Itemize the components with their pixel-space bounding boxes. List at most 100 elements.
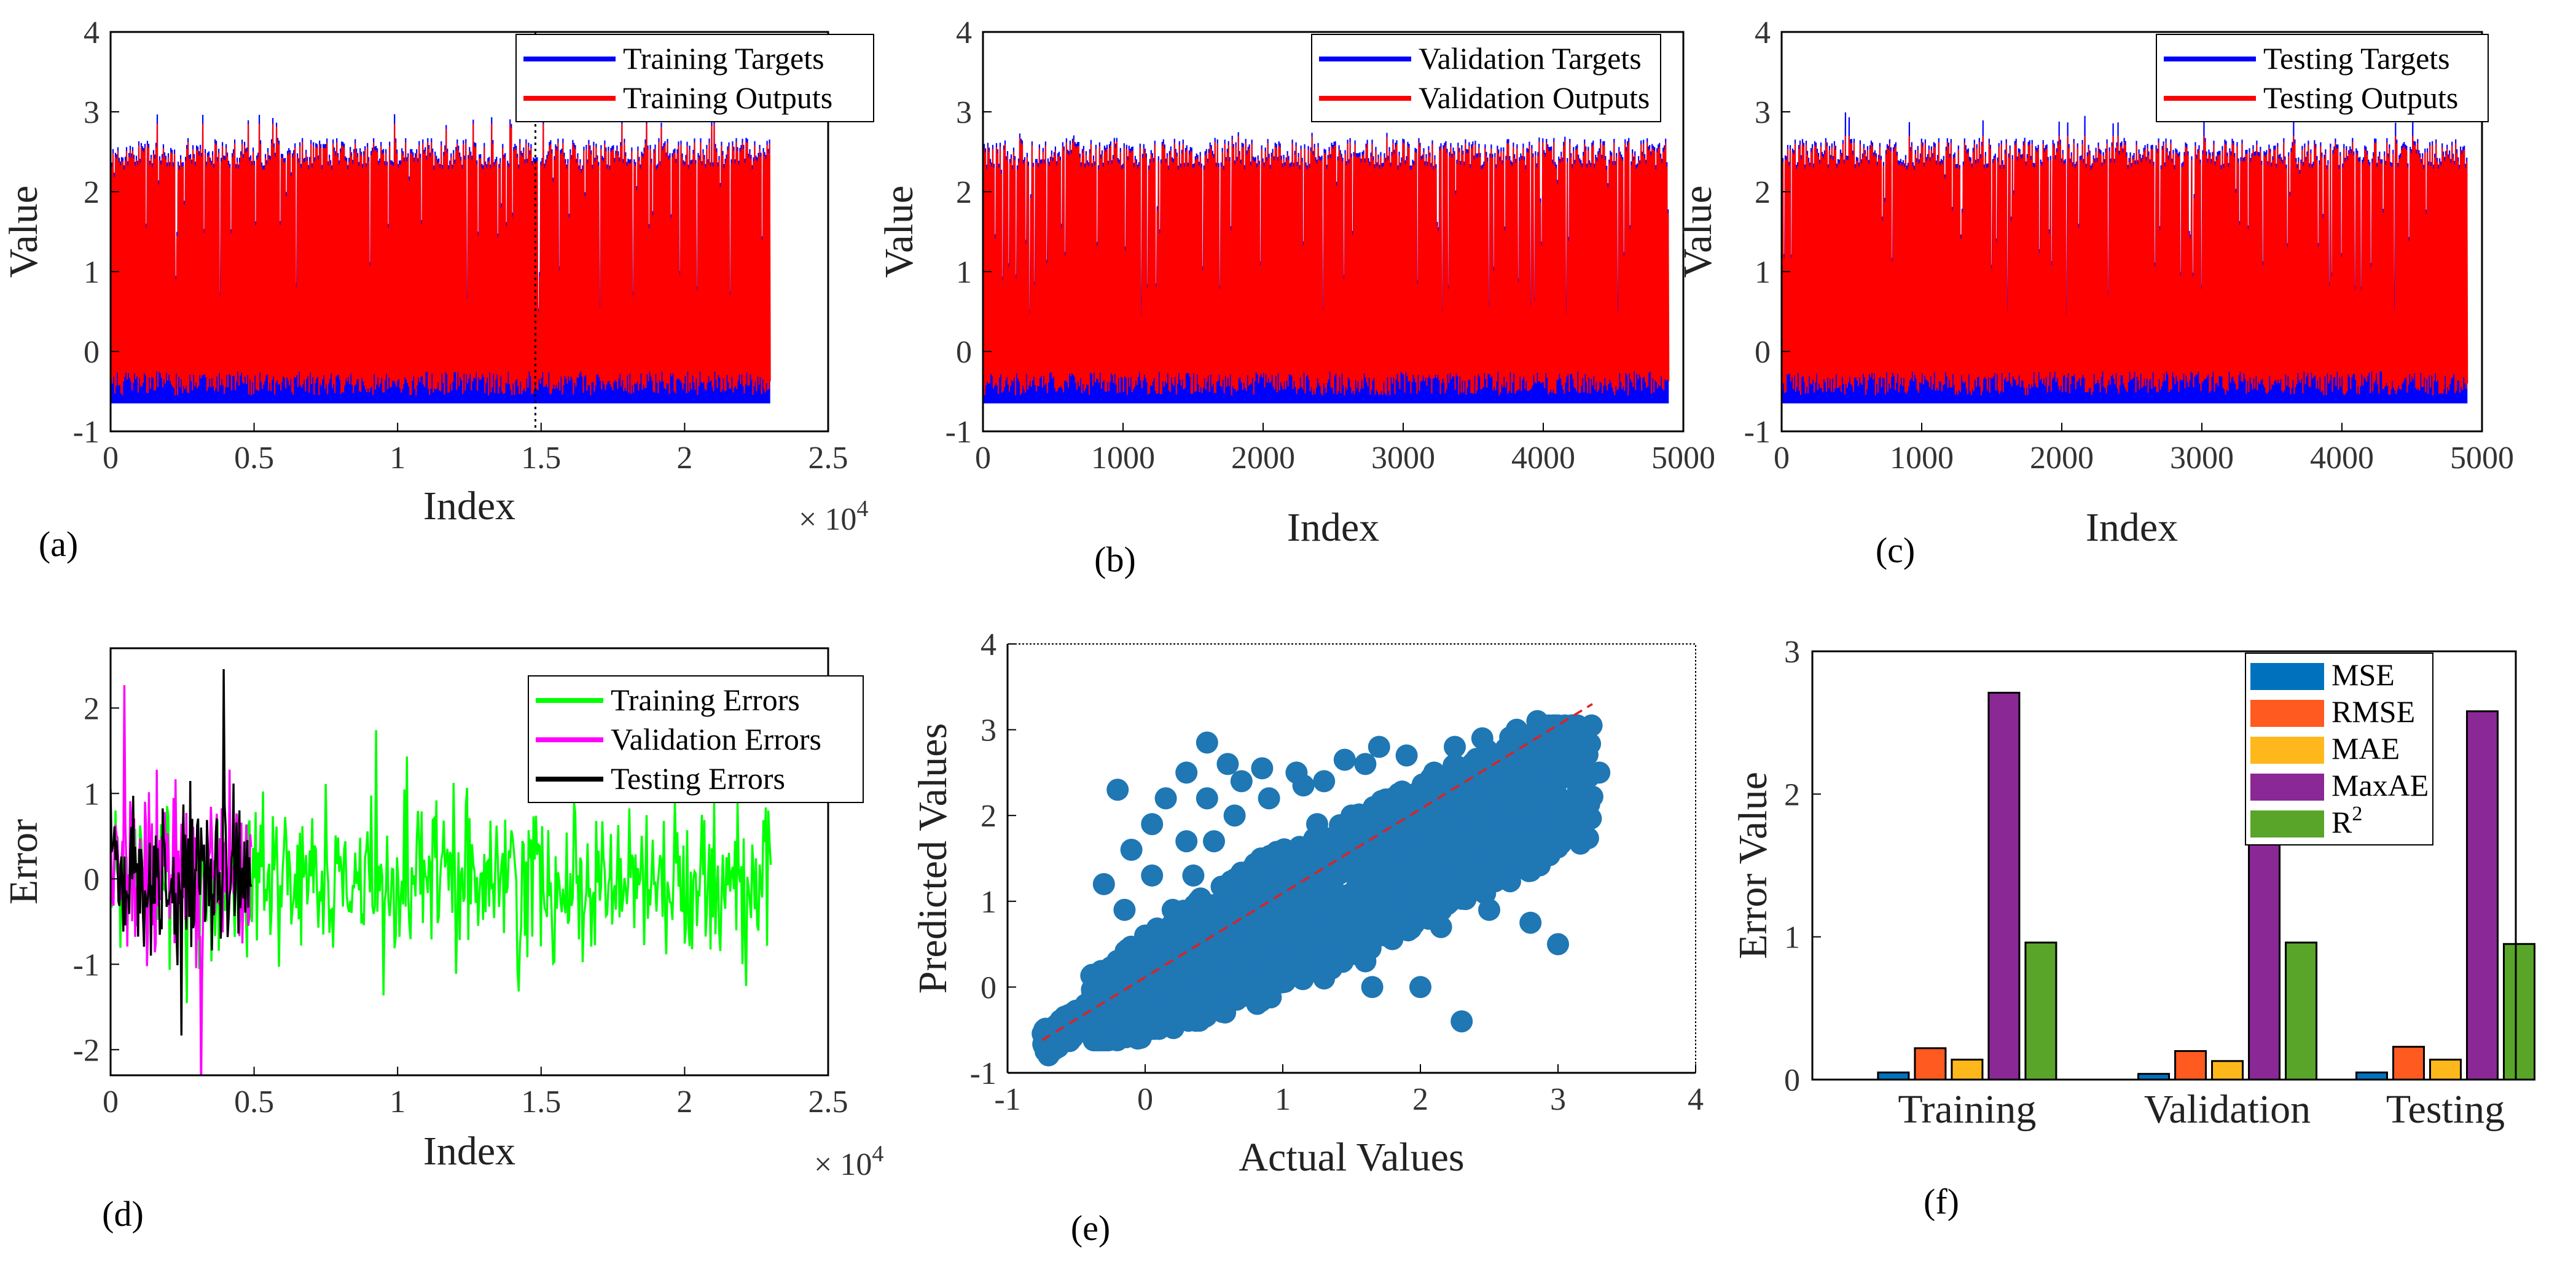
scatter-point [1331, 942, 1353, 965]
y-tick-label: -1 [73, 415, 100, 450]
panel-label: (a) [39, 524, 78, 564]
scatter-point [1175, 761, 1198, 784]
bar-r-testing [2503, 943, 2535, 1081]
scatter-point [1219, 904, 1241, 927]
y-tick-label: 3 [981, 713, 996, 748]
scatter-point [1216, 874, 1239, 896]
legend-box [515, 34, 874, 122]
x-tick-label: 2.5 [808, 1085, 848, 1120]
y-tick-label: 1 [981, 885, 996, 920]
series-line-targets [111, 114, 770, 404]
bar-rmse-validation [2174, 1050, 2207, 1081]
panel-d: 0 0.5 1 1.5 2 2.5 -2 -1 0 1 2 Index Error (d) × 104 Tra… [1, 647, 883, 1234]
scatter-point [1407, 806, 1430, 828]
scatter-point [1547, 933, 1569, 955]
scatter-point [1333, 748, 1356, 771]
x-tick-label: 4000 [1511, 441, 1575, 476]
scatter-point [1560, 714, 1583, 737]
x-tick-label: 1000 [1091, 441, 1155, 476]
scatter-point [1450, 1010, 1473, 1033]
legend-entry: Testing Outputs [2263, 80, 2458, 115]
x-tick-label: 2000 [1231, 441, 1295, 476]
y-tick-label: 4 [956, 15, 972, 50]
axes-frame [109, 647, 829, 1077]
scatter-point [1415, 873, 1438, 895]
x-tick-label: 3 [1550, 1082, 1566, 1117]
scatter-point [1188, 890, 1210, 912]
scatter-point [1143, 968, 1166, 991]
scatter-point [1325, 882, 1347, 904]
legend-entry: MaxAE [2331, 768, 2429, 802]
x-tick-label: 1.5 [521, 441, 561, 476]
series-line-testing-errors [111, 669, 253, 1036]
legend-swatch [2250, 700, 2324, 727]
panel-label: (e) [1071, 1208, 1110, 1248]
y-axis-label: Error [1, 819, 46, 904]
y-tick-label: 1 [1755, 255, 1771, 290]
scatter-point [1182, 864, 1205, 887]
scatter-point [1508, 721, 1531, 744]
scatter-point [1261, 952, 1284, 975]
scatter-point [1092, 1006, 1115, 1029]
x-tick-label: 1 [390, 1085, 405, 1120]
scatter-point [1347, 826, 1369, 849]
scatter-point [1522, 794, 1545, 817]
y-tick-label: -1 [1744, 415, 1771, 450]
x-tick-label: 2000 [2030, 441, 2094, 476]
x-axis-label: Index [423, 484, 515, 528]
scatter-point [1349, 923, 1372, 946]
scatter-point [1196, 731, 1218, 754]
scatter-point [1258, 845, 1281, 867]
legend-swatch [2250, 810, 2324, 837]
scatter-point [1223, 804, 1246, 827]
y-tick-label: 2 [84, 691, 100, 726]
scatter-point [1120, 839, 1143, 861]
axes-frame [109, 31, 829, 433]
scatter-point [1414, 895, 1437, 918]
scatter-point [1341, 848, 1364, 871]
y-tick-label: 0 [956, 335, 972, 370]
bar-mae-testing [2429, 1058, 2462, 1081]
scatter-point [1438, 834, 1461, 857]
scatter-point [1443, 754, 1465, 777]
panel-label: (b) [1094, 539, 1136, 579]
y-axis-label: Value [1675, 186, 1720, 278]
x-tick-label: 2 [676, 1085, 692, 1120]
x-multiplier: × 104 [814, 1141, 883, 1182]
x-tick-label: 2 [1412, 1082, 1428, 1117]
scatter-point [1113, 898, 1136, 921]
x-tick-label: 3000 [2170, 441, 2234, 476]
y-tick-label: 1 [956, 255, 972, 290]
bar-maxae-testing [2466, 710, 2499, 1081]
scatter-point [1554, 745, 1576, 768]
scatter-point [1249, 868, 1272, 890]
y-tick-label: 2 [1784, 777, 1800, 812]
legend-entry: Validation Targets [1419, 41, 1642, 76]
y-tick-label: -1 [945, 415, 972, 450]
bar-r-training [2024, 941, 2057, 1081]
scatter-point [1102, 966, 1124, 989]
scatter-point [1196, 787, 1218, 810]
legend-entry: Testing Targets [2263, 41, 2450, 76]
scatter-point [1342, 890, 1365, 913]
scatter-point [1269, 971, 1292, 994]
scatter-point [1395, 873, 1418, 895]
scatter-point [1441, 850, 1463, 873]
x-multiplier-exponent: 4 [856, 496, 868, 522]
scatter-point [1361, 976, 1384, 998]
scatter-point [1547, 793, 1570, 816]
legend-entry: MAE [2331, 731, 2400, 766]
scatter-point [1175, 955, 1197, 978]
scatter-point [1537, 714, 1560, 737]
scatter-point [1138, 986, 1161, 1009]
legend-box [2156, 34, 2489, 122]
legend-entry: Training Targets [623, 41, 824, 76]
legend-box [1311, 34, 1661, 122]
scatter-point [1175, 830, 1198, 853]
y-axis-label: Error Value [1731, 772, 1775, 959]
scatter-point [1127, 954, 1149, 976]
scatter-point [1485, 850, 1508, 873]
y-axis-label: Value [877, 186, 922, 278]
x-multiplier: × 104 [799, 496, 868, 537]
